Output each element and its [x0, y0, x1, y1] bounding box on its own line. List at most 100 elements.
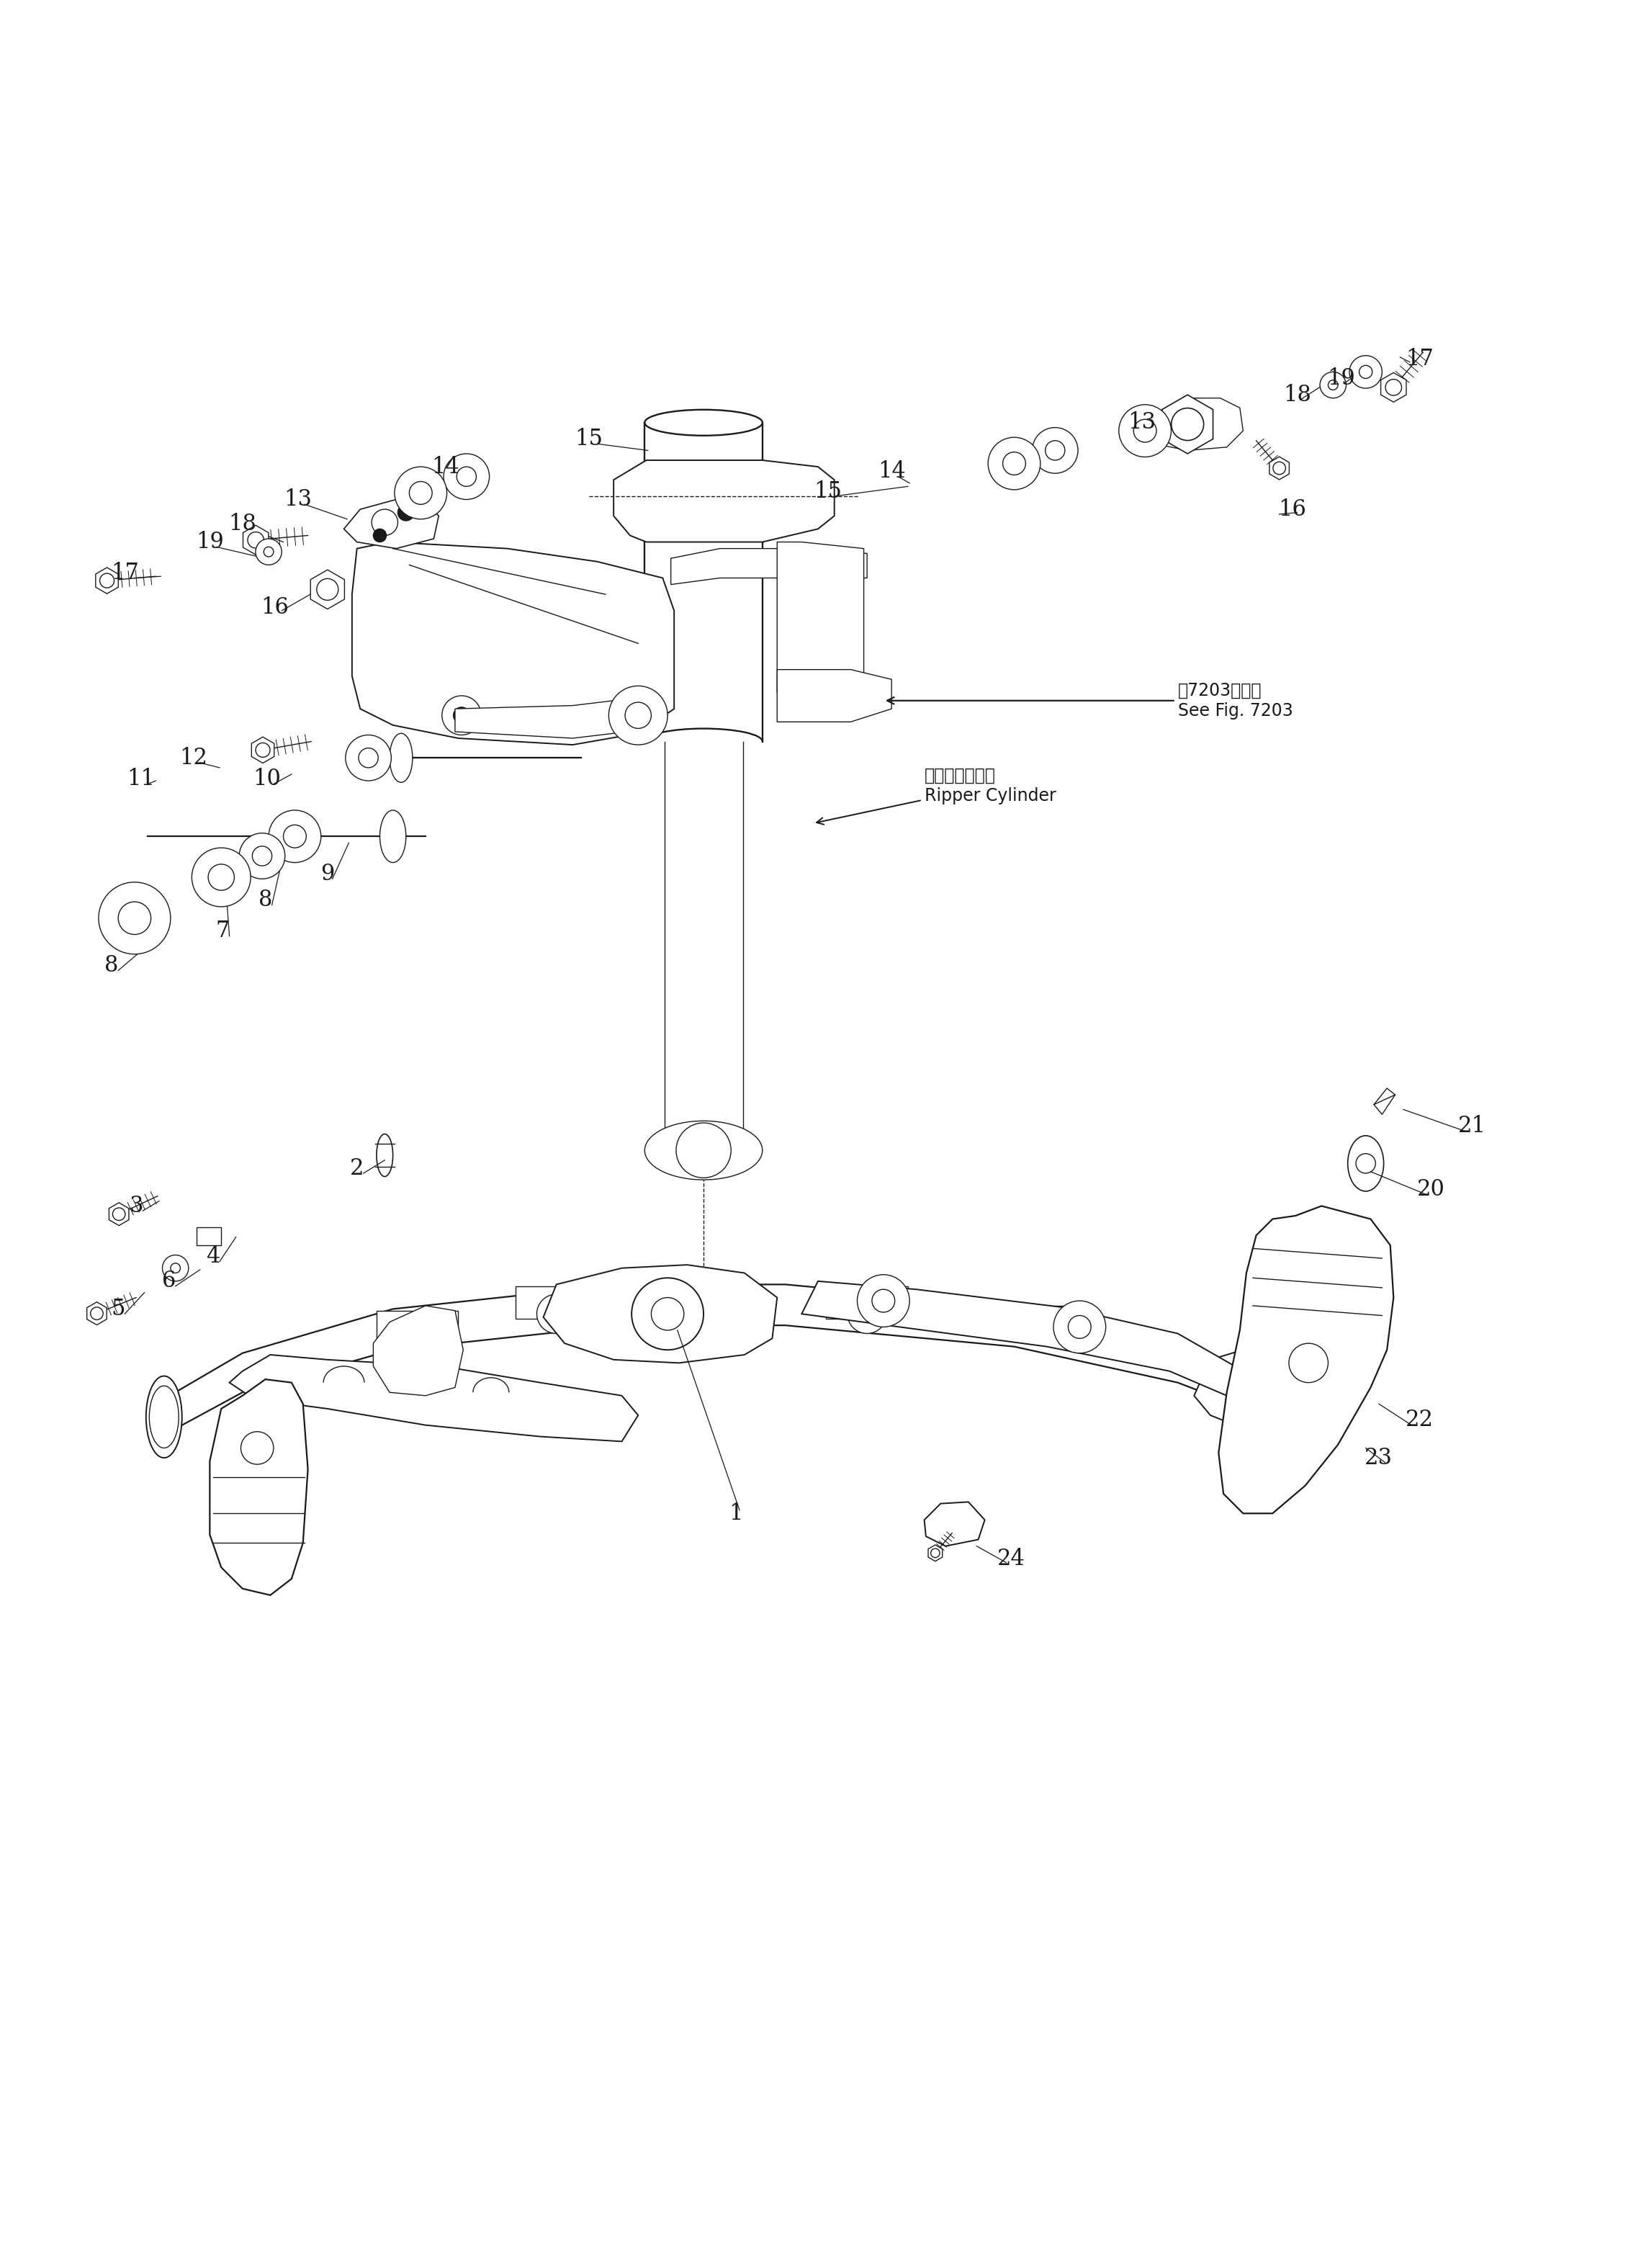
Circle shape — [255, 540, 281, 565]
Circle shape — [1054, 1302, 1106, 1354]
Circle shape — [1386, 379, 1402, 395]
Polygon shape — [455, 696, 667, 739]
Circle shape — [371, 510, 398, 535]
Text: 18: 18 — [1283, 383, 1310, 406]
Circle shape — [1328, 381, 1338, 390]
Circle shape — [170, 1263, 180, 1272]
Polygon shape — [777, 669, 892, 721]
Ellipse shape — [376, 1134, 393, 1177]
Polygon shape — [928, 1545, 942, 1560]
Polygon shape — [87, 1302, 106, 1325]
Polygon shape — [244, 526, 268, 556]
Polygon shape — [1270, 456, 1289, 479]
Circle shape — [162, 1254, 188, 1281]
Polygon shape — [352, 542, 674, 744]
Polygon shape — [1194, 1349, 1322, 1429]
Polygon shape — [1162, 395, 1212, 454]
Text: 19: 19 — [196, 531, 224, 553]
Circle shape — [631, 1277, 703, 1349]
Circle shape — [240, 1431, 273, 1465]
Circle shape — [98, 882, 170, 955]
Circle shape — [358, 748, 378, 767]
Polygon shape — [924, 1501, 985, 1547]
Polygon shape — [196, 1227, 221, 1245]
Ellipse shape — [645, 411, 762, 435]
Text: 15: 15 — [813, 481, 843, 503]
Polygon shape — [229, 1354, 638, 1442]
Text: 8: 8 — [105, 955, 119, 978]
Circle shape — [548, 1306, 564, 1322]
Text: 23: 23 — [1364, 1447, 1392, 1470]
Polygon shape — [671, 549, 867, 585]
Polygon shape — [95, 567, 118, 594]
Circle shape — [90, 1306, 103, 1320]
Circle shape — [317, 578, 339, 601]
Circle shape — [398, 503, 414, 522]
Circle shape — [345, 735, 391, 780]
Circle shape — [1003, 451, 1026, 474]
Text: 3: 3 — [129, 1195, 144, 1218]
Polygon shape — [1145, 399, 1243, 451]
Polygon shape — [1219, 1207, 1394, 1513]
Polygon shape — [311, 569, 345, 610]
Polygon shape — [376, 1311, 458, 1343]
Polygon shape — [614, 460, 834, 542]
Text: 8: 8 — [258, 889, 272, 912]
Circle shape — [931, 1549, 939, 1558]
Ellipse shape — [149, 1386, 178, 1447]
Text: 17: 17 — [111, 562, 139, 585]
Circle shape — [651, 1297, 684, 1331]
Text: 11: 11 — [128, 769, 155, 789]
Polygon shape — [777, 542, 864, 710]
Text: 14: 14 — [877, 460, 906, 483]
Circle shape — [1247, 1377, 1273, 1402]
Circle shape — [609, 685, 667, 744]
Polygon shape — [1374, 1089, 1396, 1114]
Circle shape — [1230, 1361, 1289, 1418]
Text: 5: 5 — [111, 1297, 126, 1320]
Circle shape — [1350, 356, 1382, 388]
Circle shape — [100, 574, 115, 587]
Circle shape — [676, 1123, 731, 1177]
Circle shape — [988, 438, 1040, 490]
Circle shape — [625, 703, 651, 728]
Polygon shape — [373, 1306, 463, 1395]
Polygon shape — [515, 1286, 597, 1318]
Ellipse shape — [146, 1377, 182, 1458]
Circle shape — [1032, 429, 1078, 474]
Text: 13: 13 — [285, 488, 312, 510]
Text: 13: 13 — [1127, 411, 1155, 433]
Text: 20: 20 — [1417, 1179, 1445, 1200]
Circle shape — [1273, 463, 1286, 474]
Circle shape — [239, 832, 285, 880]
Text: 18: 18 — [229, 513, 257, 535]
Text: 2: 2 — [350, 1157, 363, 1179]
Circle shape — [1119, 404, 1171, 456]
Ellipse shape — [1348, 1136, 1384, 1191]
Text: 14: 14 — [432, 456, 460, 479]
Circle shape — [118, 903, 151, 934]
Circle shape — [255, 744, 270, 758]
Text: 1: 1 — [730, 1501, 743, 1524]
Polygon shape — [802, 1281, 1235, 1395]
Circle shape — [1289, 1343, 1328, 1383]
Polygon shape — [663, 1277, 744, 1311]
Polygon shape — [344, 499, 438, 549]
Circle shape — [113, 1209, 126, 1220]
Polygon shape — [252, 737, 275, 762]
Ellipse shape — [380, 810, 406, 862]
Polygon shape — [209, 1379, 308, 1594]
Polygon shape — [990, 1306, 1072, 1338]
Text: 22: 22 — [1405, 1408, 1433, 1431]
Text: 4: 4 — [206, 1245, 219, 1268]
Text: 24: 24 — [996, 1549, 1024, 1569]
Circle shape — [1134, 420, 1157, 442]
Text: 19: 19 — [1327, 367, 1355, 390]
Circle shape — [247, 533, 263, 549]
Text: 7: 7 — [216, 921, 229, 943]
Circle shape — [263, 547, 273, 556]
Circle shape — [252, 846, 272, 866]
Text: 16: 16 — [262, 596, 290, 619]
Circle shape — [857, 1275, 910, 1327]
Text: 16: 16 — [1278, 499, 1306, 519]
